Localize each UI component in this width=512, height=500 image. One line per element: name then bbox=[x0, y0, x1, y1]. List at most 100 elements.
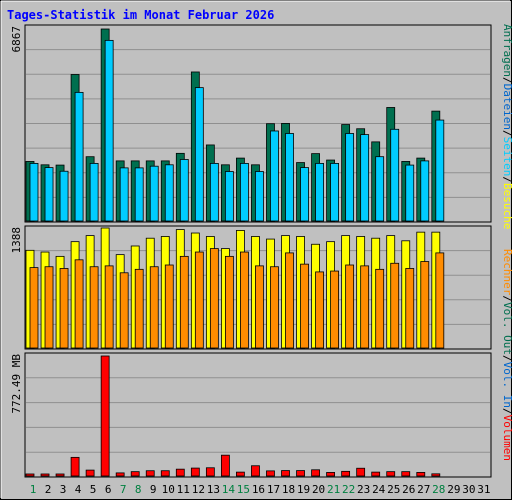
bar-seiten-day-25 bbox=[390, 128, 400, 222]
bar-rechner-day-3 bbox=[59, 268, 69, 349]
bar-seiten-day-14 bbox=[224, 171, 234, 222]
x-axis-tick-label: 24 bbox=[372, 483, 386, 496]
x-axis-tick-label: 23 bbox=[357, 483, 370, 496]
bar-rechner-day-6 bbox=[104, 265, 114, 349]
bar-rechner-day-16 bbox=[255, 265, 264, 349]
bar-seiten-day-9 bbox=[149, 165, 159, 222]
bar-rechner-day-19 bbox=[300, 263, 309, 349]
bar-seiten-day-28 bbox=[435, 119, 445, 222]
bar-rechner-day-15 bbox=[240, 251, 249, 349]
bar-rechner-day-23 bbox=[360, 265, 370, 349]
bar-rechner-day-12 bbox=[194, 251, 204, 349]
bar-rechner-day-10 bbox=[164, 264, 174, 349]
bar-volumen-day-27 bbox=[416, 472, 426, 477]
bar-volumen-day-6 bbox=[100, 355, 110, 477]
bar-volumen-day-17 bbox=[266, 470, 275, 477]
bar-rechner-day-24 bbox=[375, 268, 385, 349]
panel-top: 6867 bbox=[10, 24, 492, 223]
bar-seiten-day-21 bbox=[330, 163, 340, 222]
bar-rechner-day-1 bbox=[29, 267, 39, 349]
bar-rechner-day-18 bbox=[285, 252, 294, 349]
bar-volumen-day-21 bbox=[326, 472, 336, 477]
x-axis-tick-label: 2 bbox=[45, 483, 52, 496]
legend-separator-4: / bbox=[501, 295, 512, 302]
bar-volumen-day-12 bbox=[190, 467, 200, 477]
bar-seiten-day-6 bbox=[104, 39, 114, 222]
x-axis-tick-label: 11 bbox=[177, 483, 190, 496]
bar-volumen-day-18 bbox=[281, 470, 290, 477]
bar-volumen-day-1 bbox=[25, 473, 35, 477]
legend-rechner: Rechner bbox=[501, 249, 512, 296]
x-axis-tick-label: 13 bbox=[207, 483, 220, 496]
bar-seiten-day-13 bbox=[209, 163, 219, 222]
bar-volumen-day-7 bbox=[115, 472, 125, 477]
bar-rechner-day-28 bbox=[435, 252, 445, 349]
legend-bottom-right: Rechner/Vol. Out/Vol. In/Volumen bbox=[501, 249, 512, 461]
bar-seiten-day-19 bbox=[300, 167, 309, 222]
bar-seiten-day-18 bbox=[285, 133, 294, 222]
bar-rechner-day-4 bbox=[74, 259, 84, 349]
bar-seiten-day-7 bbox=[119, 167, 129, 222]
bar-rechner-day-8 bbox=[134, 268, 144, 349]
legend-dateien: Dateien bbox=[501, 84, 512, 130]
legend-separator-2: / bbox=[501, 130, 512, 137]
bar-seiten-day-3 bbox=[59, 170, 69, 222]
bar-volumen-day-25 bbox=[386, 471, 396, 477]
bar-rechner-day-26 bbox=[405, 268, 415, 349]
bar-rechner-day-17 bbox=[270, 266, 279, 349]
legend-top-right: Anfragen/Dateien/Seiten/Besuche bbox=[501, 24, 512, 229]
bar-seiten-day-8 bbox=[134, 167, 144, 222]
panel-middle: 1388 bbox=[10, 225, 492, 350]
bar-volumen-day-22 bbox=[341, 470, 351, 477]
x-axis-tick-label: 4 bbox=[75, 483, 82, 496]
bar-volumen-day-10 bbox=[160, 470, 170, 477]
x-axis-tick-label: 17 bbox=[267, 483, 280, 496]
bar-volumen-day-16 bbox=[251, 465, 260, 477]
panel-middle-max-label: 1388 bbox=[10, 227, 23, 254]
bar-seiten-day-16 bbox=[255, 171, 264, 222]
bar-rechner-day-25 bbox=[390, 262, 400, 349]
panel-middle-bars bbox=[25, 227, 445, 349]
bar-rechner-day-13 bbox=[209, 248, 219, 349]
panel-top-bars bbox=[25, 28, 445, 222]
bar-rechner-day-5 bbox=[89, 266, 99, 349]
x-axis-tick-label: 21 bbox=[327, 483, 340, 496]
x-axis-tick-label: 14 bbox=[222, 483, 236, 496]
bar-rechner-day-22 bbox=[345, 264, 355, 349]
x-axis-tick-label: 30 bbox=[462, 483, 475, 496]
x-axis-tick-label: 19 bbox=[297, 483, 310, 496]
panel-bottom-max-label: 772.49 MB bbox=[10, 354, 23, 414]
legend-volumen: Volumen bbox=[501, 415, 512, 461]
bar-volumen-day-23 bbox=[356, 467, 366, 477]
legend-separator-1: / bbox=[501, 77, 512, 84]
panel-bottom: 772.49 MB bbox=[10, 352, 492, 478]
bar-volumen-day-3 bbox=[55, 473, 65, 477]
legend-separator-6: / bbox=[501, 408, 512, 415]
panel-bottom-bars bbox=[25, 355, 441, 477]
bar-seiten-day-11 bbox=[179, 159, 189, 222]
bar-rechner-day-2 bbox=[44, 266, 54, 349]
bar-volumen-day-26 bbox=[401, 471, 411, 477]
bar-seiten-day-17 bbox=[270, 130, 279, 222]
x-axis-tick-label: 7 bbox=[120, 483, 127, 496]
bar-volumen-day-14 bbox=[220, 454, 230, 477]
bar-rechner-day-20 bbox=[315, 271, 324, 349]
bar-rechner-day-21 bbox=[330, 270, 340, 349]
legend-seiten: Seiten bbox=[501, 137, 512, 177]
bar-volumen-day-11 bbox=[175, 468, 185, 477]
legend-anfragen: Anfragen bbox=[501, 24, 512, 77]
x-axis-day-labels: 1 2 3 4 5 6 7 8 9 10 11 12 13 14 15 16 17 18 19 20 21 22 23 24 2… bbox=[30, 483, 491, 496]
bar-rechner-day-9 bbox=[149, 266, 159, 349]
bar-rechner-day-27 bbox=[420, 261, 430, 349]
x-axis-tick-label: 28 bbox=[432, 483, 445, 496]
x-axis-tick-label: 15 bbox=[237, 483, 250, 496]
chart-title: Tages-Statistik im Monat Februar 2026 bbox=[7, 8, 274, 22]
x-axis-tick-label: 26 bbox=[402, 483, 415, 496]
bar-volumen-day-8 bbox=[130, 471, 140, 477]
bar-seiten-day-15 bbox=[240, 163, 249, 222]
bar-volumen-day-2 bbox=[40, 473, 50, 477]
x-axis-tick-label: 12 bbox=[192, 483, 205, 496]
bar-seiten-day-24 bbox=[375, 156, 385, 222]
bar-seiten-day-26 bbox=[405, 164, 415, 222]
